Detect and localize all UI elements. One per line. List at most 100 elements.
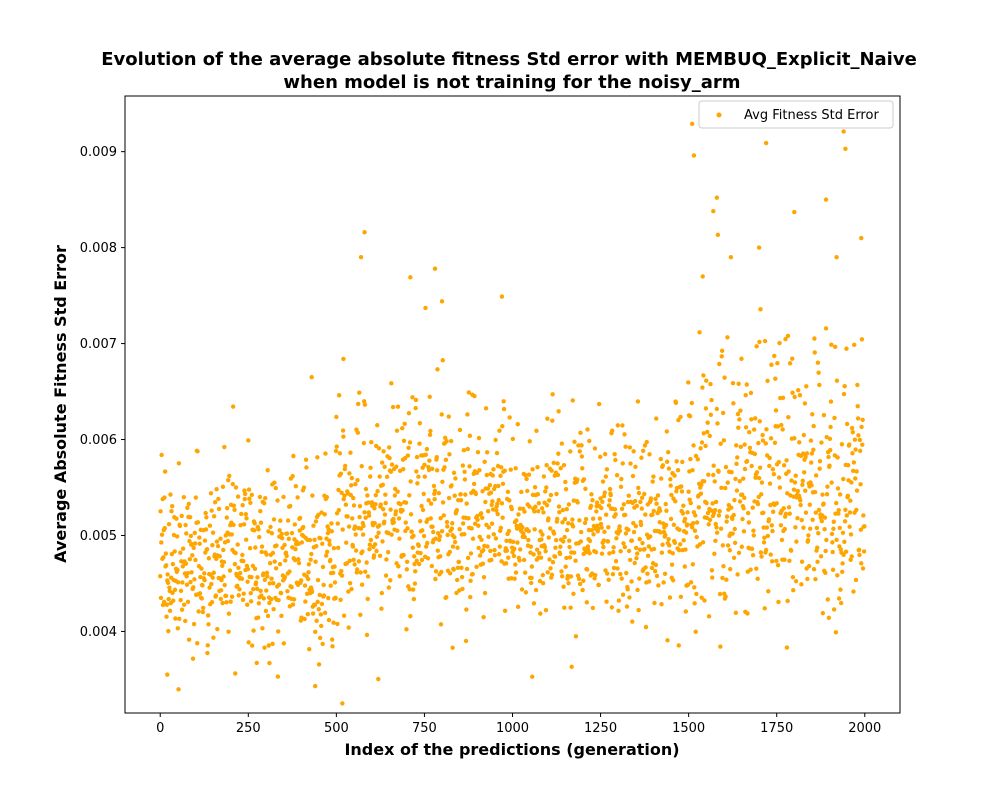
scatter-point [603,474,609,479]
scatter-point [852,437,858,442]
scatter-point [380,482,386,487]
scatter-point [390,404,396,410]
scatter-point [595,526,601,531]
scatter-point [521,531,526,536]
scatter-point [468,551,474,556]
scatter-point [772,440,778,445]
scatter-point [259,593,264,598]
scatter-point [179,513,184,519]
scatter-point [756,475,762,481]
scatter-point [558,544,563,549]
scatter-point [322,512,327,517]
scatter-point [594,500,600,505]
y-tick-label: 0.005 [80,529,117,544]
scatter-point [186,637,192,642]
scatter-point [358,255,364,260]
scatter-point [654,573,660,579]
scatter-point [655,493,661,498]
scatter-point [787,361,793,366]
scatter-point [460,521,466,526]
scatter-point [731,555,737,561]
scatter-point [398,501,403,507]
scatter-point [593,549,599,555]
scatter-point [414,454,420,460]
scatter-point [460,463,466,468]
scatter-point [804,384,809,389]
scatter-point [559,441,565,446]
scatter-point [443,435,448,441]
scatter-point [737,499,743,504]
scatter-point [493,437,498,443]
scatter-point [481,547,486,553]
scatter-point [526,537,531,543]
scatter-point [837,492,843,497]
scatter-point [350,516,355,521]
scatter-point [577,518,582,523]
scatter-point [583,516,589,522]
scatter-point [760,438,766,443]
scatter-point [419,503,424,509]
scatter-point [242,488,247,493]
scatter-point [285,518,291,523]
scatter-point [686,489,691,494]
scatter-point [164,614,169,619]
scatter-point [358,570,363,575]
scatter-point [724,519,729,524]
scatter-point [498,473,503,478]
scatter-point [238,522,243,528]
scatter-point [499,294,505,299]
scatter-point [859,337,865,342]
scatter-point [362,510,367,515]
scatter-point [363,515,368,520]
scatter-point [311,523,316,528]
scatter-point [429,563,435,569]
scatter-point [193,495,199,500]
scatter-point [408,275,413,280]
scatter-point [585,544,591,549]
scatter-point [694,534,699,540]
scatter-point [568,574,574,579]
scatter-point [607,486,613,492]
scatter-point [211,570,216,575]
scatter-point [312,602,318,608]
scatter-point [803,454,808,460]
scatter-point [303,457,309,462]
scatter-point [850,430,855,435]
scatter-point [210,530,216,535]
scatter-point [657,520,662,525]
scatter-point [617,524,622,529]
scatter-point [166,628,171,634]
scatter-point [615,423,621,428]
scatter-point [744,458,750,464]
scatter-point [643,565,648,570]
scatter-point [232,561,238,567]
scatter-point [769,362,774,367]
scatter-point [413,569,418,574]
scatter-point [405,526,410,531]
scatter-point [437,537,442,543]
scatter-point [167,585,172,590]
scatter-point [291,597,297,602]
scatter-point [489,557,494,563]
scatter-point [795,488,801,494]
scatter-point [408,613,413,619]
scatter-point [598,496,603,501]
scatter-point [163,551,169,556]
scatter-point [643,512,648,517]
scatter-point [221,574,226,579]
scatter-point [587,550,592,556]
scatter-point [830,540,835,545]
scatter-point [414,469,419,474]
scatter-point [175,580,181,585]
scatter-point [572,439,577,445]
scatter-point [575,500,580,505]
scatter-point [316,512,321,518]
scatter-point [850,451,855,456]
scatter-point [424,446,430,452]
scatter-point [490,499,495,504]
scatter-point [521,557,527,563]
scatter-point [848,532,854,537]
scatter-point [834,378,840,383]
scatter-point [747,430,752,435]
scatter-point [245,602,250,607]
